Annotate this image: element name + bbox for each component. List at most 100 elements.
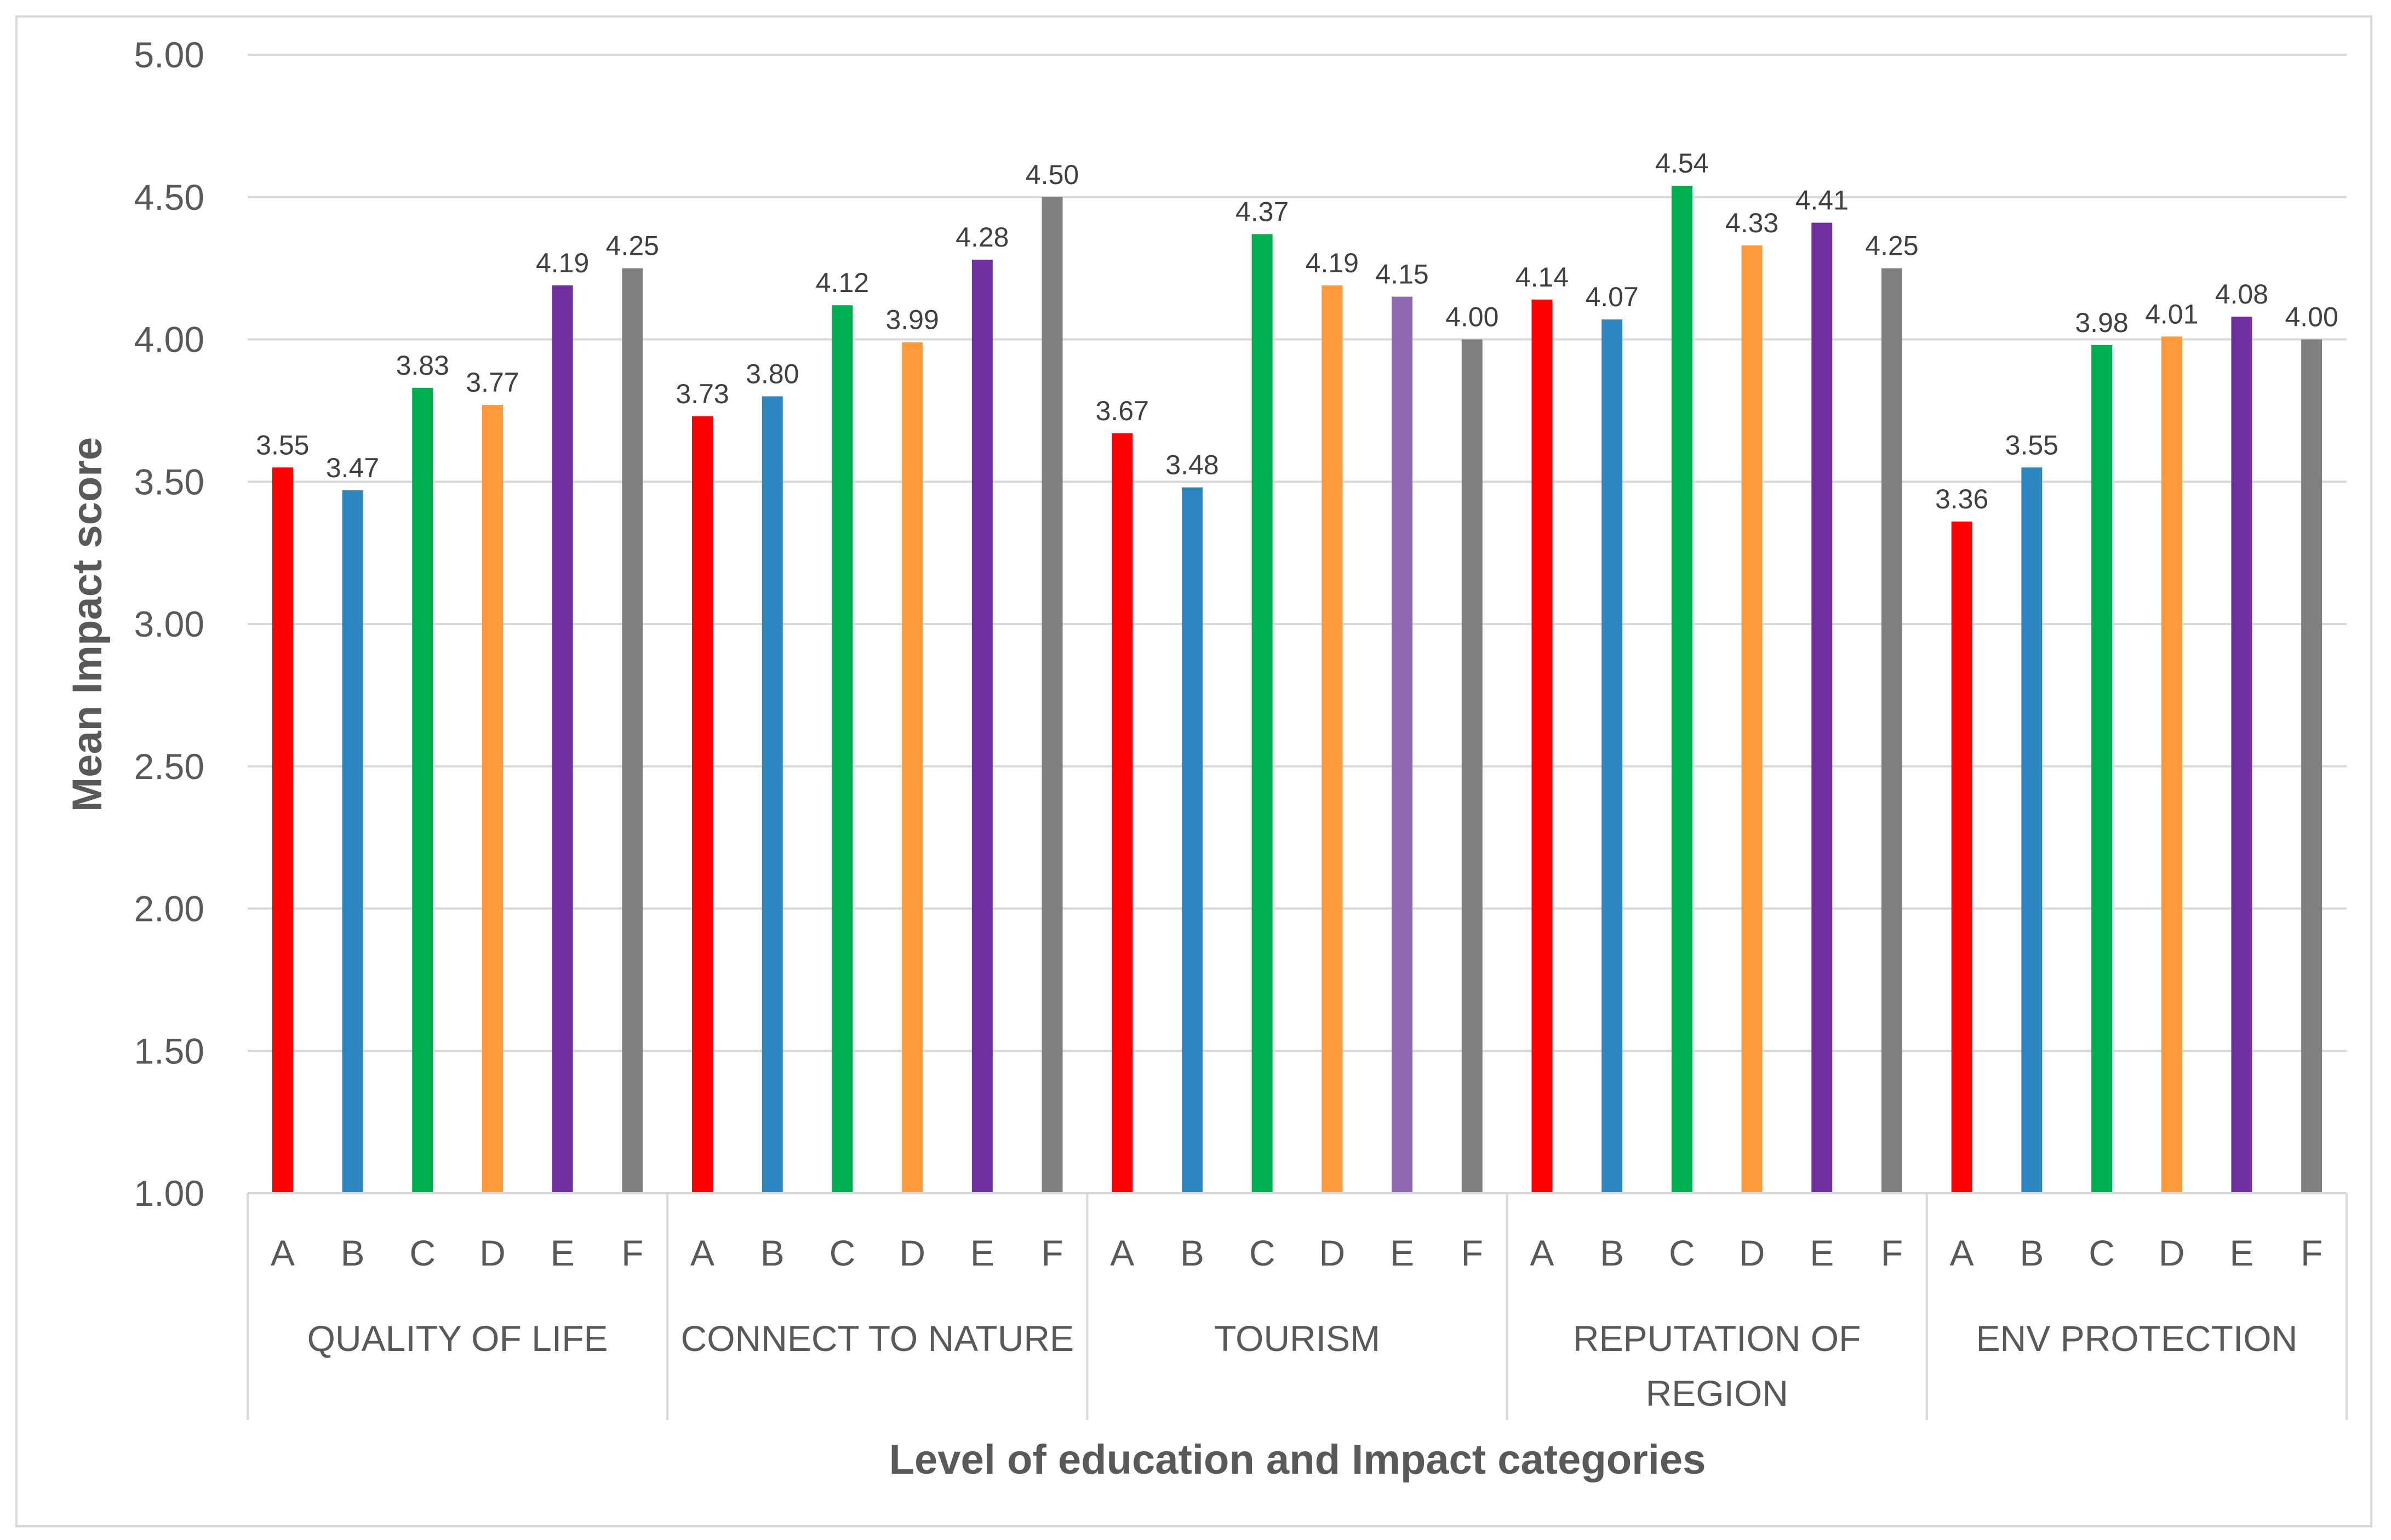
category-label-E: E [1390, 1233, 1414, 1273]
data-label: 4.54 [1655, 148, 1708, 179]
category-label-D: D [479, 1233, 506, 1273]
category-label-C: C [1669, 1233, 1695, 1273]
bar-E [971, 260, 993, 1193]
gridlines [248, 54, 2347, 1052]
category-label-E: E [2229, 1233, 2253, 1273]
y-tick-label: 3.50 [134, 461, 204, 502]
data-label: 3.67 [1096, 396, 1149, 426]
bar-D [482, 404, 503, 1193]
category-label-B: B [1180, 1233, 1204, 1273]
bar-B [342, 490, 363, 1194]
bar-E [2231, 316, 2252, 1194]
data-label: 3.98 [2075, 307, 2128, 338]
category-label-C: C [409, 1233, 436, 1273]
data-label: 4.28 [956, 222, 1009, 253]
x-axis: A B C D E F QUALITY OF LIFE A B C D E F CONNECT TO NA… [247, 1192, 2348, 1420]
bar-F [2301, 339, 2323, 1193]
category-label-E: E [970, 1233, 994, 1273]
category-label-C: C [830, 1233, 856, 1273]
data-label: 4.37 [1235, 196, 1289, 227]
category-label-B: B [1600, 1233, 1624, 1273]
category-label-E: E [1810, 1233, 1834, 1273]
category-label-D: D [2159, 1233, 2185, 1273]
data-label: 4.19 [536, 248, 589, 278]
data-label: 4.14 [1515, 262, 1569, 293]
category-label-A: A [1530, 1233, 1554, 1273]
data-label: 4.07 [1585, 282, 1638, 312]
bar-F [1461, 339, 1483, 1193]
category-label-B: B [341, 1233, 365, 1273]
bar-C [412, 387, 433, 1194]
group-label: ENV PROTECTION [1976, 1318, 2298, 1359]
y-tick-label: 1.00 [134, 1173, 204, 1213]
bar-A [272, 467, 293, 1193]
y-tick-label: 2.00 [134, 889, 204, 929]
data-label: 4.41 [1795, 185, 1849, 216]
data-label: 3.99 [885, 305, 939, 335]
category-label-D: D [1319, 1233, 1346, 1273]
bar-E [1811, 222, 1833, 1193]
category-label-F: F [2301, 1233, 2323, 1273]
category-label-A: A [271, 1233, 295, 1273]
bar-C [1671, 185, 1692, 1194]
category-label-A: A [690, 1233, 714, 1273]
bar-E [1392, 296, 1413, 1194]
bar-F [622, 268, 643, 1193]
bars [272, 185, 2323, 1194]
bar-C [832, 305, 853, 1194]
bar-A [1531, 299, 1553, 1193]
bar-D [902, 342, 923, 1193]
bar-C [2091, 345, 2113, 1193]
data-label: 4.01 [2145, 299, 2198, 329]
bar-D [1322, 285, 1343, 1194]
bar-A [1951, 521, 1972, 1193]
data-label: 3.55 [2005, 430, 2058, 460]
data-label: 4.15 [1375, 259, 1428, 290]
data-label: 3.48 [1165, 450, 1219, 480]
data-label: 3.55 [256, 430, 309, 460]
y-tick-label: 1.50 [134, 1031, 204, 1071]
data-label: 4.25 [606, 231, 659, 261]
category-label-B: B [2020, 1233, 2044, 1273]
group-label: REPUTATION OF [1573, 1318, 1861, 1359]
category-label-C: C [1249, 1233, 1275, 1273]
data-label: 4.00 [2285, 302, 2338, 333]
category-label-E: E [551, 1233, 575, 1273]
category-label-D: D [1739, 1233, 1765, 1273]
bar-F [1881, 268, 1902, 1193]
bar-B [762, 396, 783, 1193]
x-axis-title: Level of education and Impact categories [889, 1436, 1706, 1483]
category-label-F: F [1881, 1233, 1903, 1273]
data-label: 3.47 [326, 453, 379, 483]
y-axis-title: Mean Impact score [64, 437, 111, 812]
group-label: REGION [1646, 1373, 1788, 1413]
data-label: 3.73 [676, 379, 729, 409]
y-tick-label: 4.50 [134, 177, 204, 217]
data-label: 4.19 [1306, 248, 1359, 278]
data-label: 4.00 [1445, 302, 1498, 333]
data-label: 3.83 [396, 350, 449, 381]
group-label: CONNECT TO NATURE [681, 1318, 1074, 1359]
category-label-D: D [899, 1233, 925, 1273]
category-label-B: B [760, 1233, 785, 1273]
y-tick-label: 2.50 [134, 746, 204, 787]
y-tick-label: 4.00 [134, 319, 204, 360]
group-label: TOURISM [1214, 1318, 1380, 1359]
data-label: 4.12 [816, 267, 869, 298]
bar-E [552, 285, 573, 1194]
data-label: 4.08 [2215, 279, 2268, 310]
bar-C [1251, 234, 1273, 1193]
data-label: 3.36 [1935, 484, 1988, 514]
bar-B [2021, 467, 2043, 1193]
data-label: 4.33 [1725, 208, 1778, 238]
data-label: 3.80 [746, 358, 799, 389]
data-label: 4.25 [1865, 231, 1918, 261]
category-label-F: F [1461, 1233, 1483, 1273]
bar-F [1042, 197, 1063, 1193]
category-label-A: A [1110, 1233, 1134, 1273]
category-label-F: F [1041, 1233, 1063, 1273]
bar-D [2161, 336, 2182, 1194]
y-axis-ticks: 1.00 1.50 2.00 2.50 3.00 3.50 4.00 4.50 5.00 [134, 35, 204, 1213]
category-label-F: F [621, 1233, 643, 1273]
bar-B [1601, 319, 1623, 1193]
